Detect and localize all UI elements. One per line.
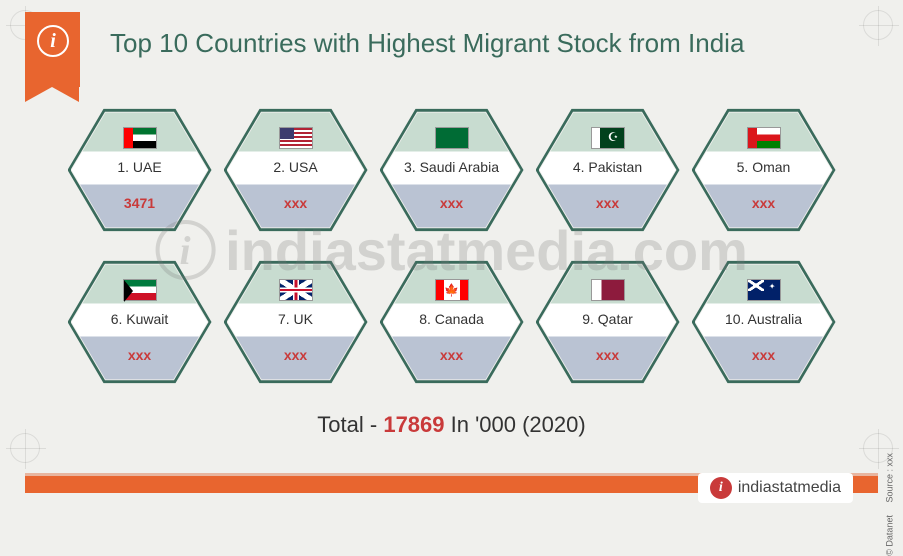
- country-flag-icon: [123, 127, 157, 149]
- country-value: xxx: [380, 347, 524, 363]
- country-hexagon: 10. Australia xxx: [692, 257, 836, 387]
- total-value: 17869: [383, 412, 444, 437]
- country-label: 2. USA: [224, 159, 368, 175]
- info-icon: i: [37, 25, 69, 57]
- country-hexagon: 6. Kuwait xxx: [68, 257, 212, 387]
- country-hexagon: 1. UAE 3471: [68, 105, 212, 235]
- country-label: 10. Australia: [692, 311, 836, 327]
- country-value: xxx: [536, 195, 680, 211]
- country-value: xxx: [68, 347, 212, 363]
- country-hexagon: 7. UK xxx: [224, 257, 368, 387]
- country-hexagon: 2. USA xxx: [224, 105, 368, 235]
- copyright-text: © Datanet: [885, 515, 895, 556]
- country-value: xxx: [692, 195, 836, 211]
- page-title: Top 10 Countries with Highest Migrant St…: [110, 28, 744, 59]
- total-prefix: Total -: [317, 412, 383, 437]
- country-hexagon: 9. Qatar xxx: [536, 257, 680, 387]
- footer-brand: i indiastatmedia: [698, 473, 853, 503]
- brand-icon: i: [710, 477, 732, 499]
- country-flag-icon: [747, 127, 781, 149]
- country-flag-icon: [279, 279, 313, 301]
- country-value: xxx: [224, 347, 368, 363]
- country-flag-icon: [591, 279, 625, 301]
- source-text: Source : xxx: [885, 453, 895, 503]
- country-label: 7. UK: [224, 311, 368, 327]
- country-label: 4. Pakistan: [536, 159, 680, 175]
- country-flag-icon: [123, 279, 157, 301]
- total-summary: Total - 17869 In '000 (2020): [0, 412, 903, 438]
- hexagon-grid: 1. UAE 3471 2. USA xxx 3. Saudi Arabia x…: [60, 105, 843, 387]
- country-hexagon: 4. Pakistan xxx: [536, 105, 680, 235]
- country-label: 9. Qatar: [536, 311, 680, 327]
- country-label: 6. Kuwait: [68, 311, 212, 327]
- country-value: xxx: [692, 347, 836, 363]
- country-hexagon: 3. Saudi Arabia xxx: [380, 105, 524, 235]
- country-value: 3471: [68, 195, 212, 211]
- brand-text: indiastatmedia: [738, 479, 841, 497]
- country-label: 1. UAE: [68, 159, 212, 175]
- total-suffix: In '000 (2020): [445, 412, 586, 437]
- country-hexagon: 🍁 8. Canada xxx: [380, 257, 524, 387]
- side-credits: © Datanet Source : xxx: [885, 453, 895, 556]
- country-flag-icon: [591, 127, 625, 149]
- country-hexagon: 5. Oman xxx: [692, 105, 836, 235]
- country-label: 5. Oman: [692, 159, 836, 175]
- country-value: xxx: [536, 347, 680, 363]
- crosshair-decoration: [863, 10, 893, 40]
- country-value: xxx: [380, 195, 524, 211]
- country-flag-icon: 🍁: [435, 279, 469, 301]
- country-label: 3. Saudi Arabia: [380, 159, 524, 175]
- country-flag-icon: [279, 127, 313, 149]
- country-value: xxx: [224, 195, 368, 211]
- country-label: 8. Canada: [380, 311, 524, 327]
- country-flag-icon: [747, 279, 781, 301]
- country-flag-icon: [435, 127, 469, 149]
